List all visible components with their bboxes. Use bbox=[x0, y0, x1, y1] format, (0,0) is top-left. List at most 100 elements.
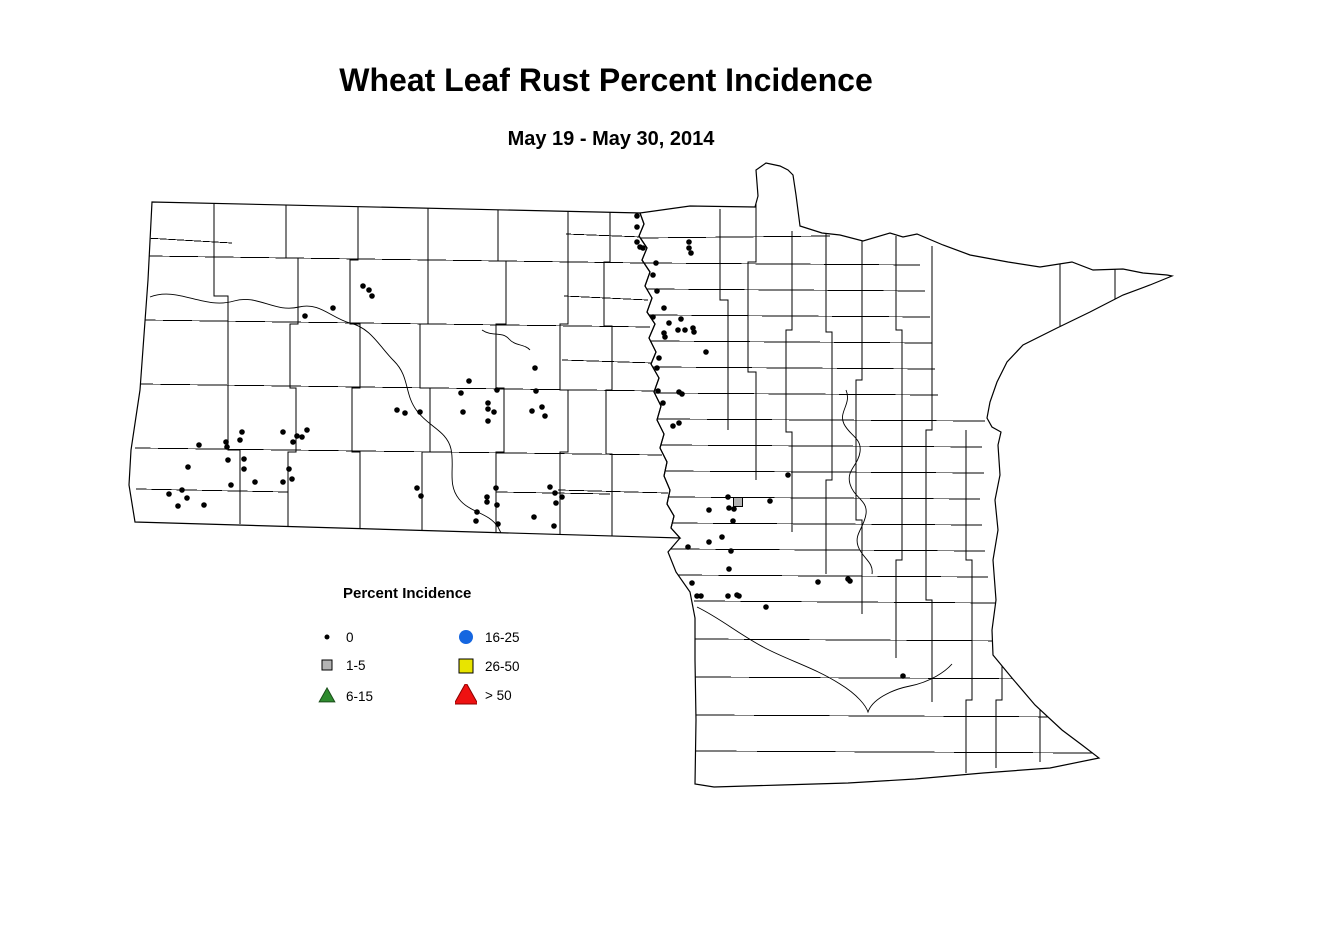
missouri-river-line bbox=[149, 293, 505, 538]
map-point-0 bbox=[719, 534, 725, 540]
legend-item-0: 0 bbox=[316, 626, 354, 648]
legend-item-label: 6-15 bbox=[346, 688, 374, 704]
map-point-0 bbox=[223, 439, 229, 445]
map-point-0 bbox=[474, 509, 480, 515]
legend-title: Percent Incidence bbox=[343, 585, 472, 602]
map-point-0 bbox=[360, 283, 366, 289]
map-point-0 bbox=[640, 245, 646, 251]
map-point-0 bbox=[299, 434, 305, 440]
map-point-0 bbox=[460, 409, 466, 415]
map-point-0 bbox=[730, 518, 736, 524]
map-point-0 bbox=[653, 260, 659, 266]
legend-item-6-15: 6-15 bbox=[316, 685, 373, 707]
map-point-0 bbox=[185, 464, 191, 470]
map-point-0 bbox=[725, 494, 731, 500]
map-point-0 bbox=[458, 390, 464, 396]
map-point-0 bbox=[691, 329, 697, 335]
map-point-0 bbox=[694, 593, 700, 599]
map-point-0 bbox=[552, 490, 558, 496]
map-point-0 bbox=[661, 305, 667, 311]
map-point-0 bbox=[815, 579, 821, 585]
map-point-0 bbox=[660, 400, 666, 406]
map-point-0 bbox=[369, 293, 375, 299]
map-point-0 bbox=[224, 444, 230, 450]
map-point-0 bbox=[485, 406, 491, 412]
map-point-0 bbox=[166, 491, 172, 497]
map-point-0 bbox=[736, 593, 742, 599]
map-point-0 bbox=[330, 305, 336, 311]
red-triangle-marker-icon bbox=[453, 681, 479, 706]
map-point-0 bbox=[551, 523, 557, 529]
black-dot-marker-icon bbox=[316, 626, 338, 648]
map-point-0 bbox=[491, 409, 497, 415]
map-point-0 bbox=[634, 239, 640, 245]
map-point-0 bbox=[280, 479, 286, 485]
map-point-0 bbox=[304, 427, 310, 433]
legend-item-label: 26-50 bbox=[485, 658, 520, 674]
map-point-0 bbox=[493, 485, 499, 491]
map-point-0 bbox=[201, 502, 207, 508]
map-point-0 bbox=[241, 456, 247, 462]
map-point-0 bbox=[689, 580, 695, 586]
map-point-1-5 bbox=[733, 497, 743, 507]
map-point-0 bbox=[495, 521, 501, 527]
mississippi-river-line bbox=[842, 389, 873, 575]
map-point-0 bbox=[196, 442, 202, 448]
map-point-0 bbox=[706, 507, 712, 513]
map-point-0 bbox=[698, 593, 704, 599]
map-point-0 bbox=[529, 408, 535, 414]
map-point-0 bbox=[767, 498, 773, 504]
map-point-0 bbox=[302, 313, 308, 319]
map-point-0 bbox=[239, 429, 245, 435]
map-point-0 bbox=[280, 429, 286, 435]
legend-item-1-5: 1-5 bbox=[316, 654, 366, 676]
map-point-0 bbox=[484, 499, 490, 505]
map-point-0 bbox=[676, 420, 682, 426]
page-subtitle: May 19 - May 30, 2014 bbox=[507, 128, 715, 150]
map-point-0 bbox=[414, 485, 420, 491]
map-point-0 bbox=[228, 482, 234, 488]
legend-item-label: 0 bbox=[346, 629, 354, 645]
map-point-0 bbox=[682, 327, 688, 333]
map-point-0 bbox=[485, 400, 491, 406]
map-point-0 bbox=[763, 604, 769, 610]
map-point-0 bbox=[494, 387, 500, 393]
map-point-0 bbox=[847, 578, 853, 584]
map-point-0 bbox=[553, 500, 559, 506]
map-point-0 bbox=[539, 404, 545, 410]
map-point-0 bbox=[688, 250, 694, 256]
gray-square-marker-icon bbox=[316, 654, 338, 676]
minnesota-county-lines bbox=[639, 196, 1116, 773]
map-point-0 bbox=[237, 437, 243, 443]
map-point-0 bbox=[494, 502, 500, 508]
map-point-0 bbox=[473, 518, 479, 524]
map-point-0 bbox=[686, 245, 692, 251]
map-point-0 bbox=[666, 320, 672, 326]
map-point-0 bbox=[726, 505, 732, 511]
map-point-0 bbox=[542, 413, 548, 419]
map-point-0 bbox=[286, 466, 292, 472]
map-point-0 bbox=[531, 514, 537, 520]
map-point-0 bbox=[679, 391, 685, 397]
map-point-0 bbox=[728, 548, 734, 554]
map-point-0 bbox=[289, 476, 295, 482]
north-dakota-county-lines bbox=[134, 204, 669, 538]
map-point-0 bbox=[650, 314, 656, 320]
north-dakota-shape bbox=[128, 201, 682, 539]
map-point-0 bbox=[685, 544, 691, 550]
map-point-0 bbox=[417, 409, 423, 415]
map-point-0 bbox=[252, 479, 258, 485]
map-point-0 bbox=[175, 503, 181, 509]
map-point-0 bbox=[184, 495, 190, 501]
map-point-0 bbox=[675, 327, 681, 333]
map-point-0 bbox=[485, 418, 491, 424]
map-point-0 bbox=[731, 506, 737, 512]
yellow-square-marker-icon bbox=[455, 655, 477, 677]
map-point-0 bbox=[634, 213, 640, 219]
map-point-0 bbox=[655, 388, 661, 394]
page-title: Wheat Leaf Rust Percent Incidence bbox=[339, 62, 873, 98]
map-point-0 bbox=[484, 494, 490, 500]
map-point-0 bbox=[547, 484, 553, 490]
